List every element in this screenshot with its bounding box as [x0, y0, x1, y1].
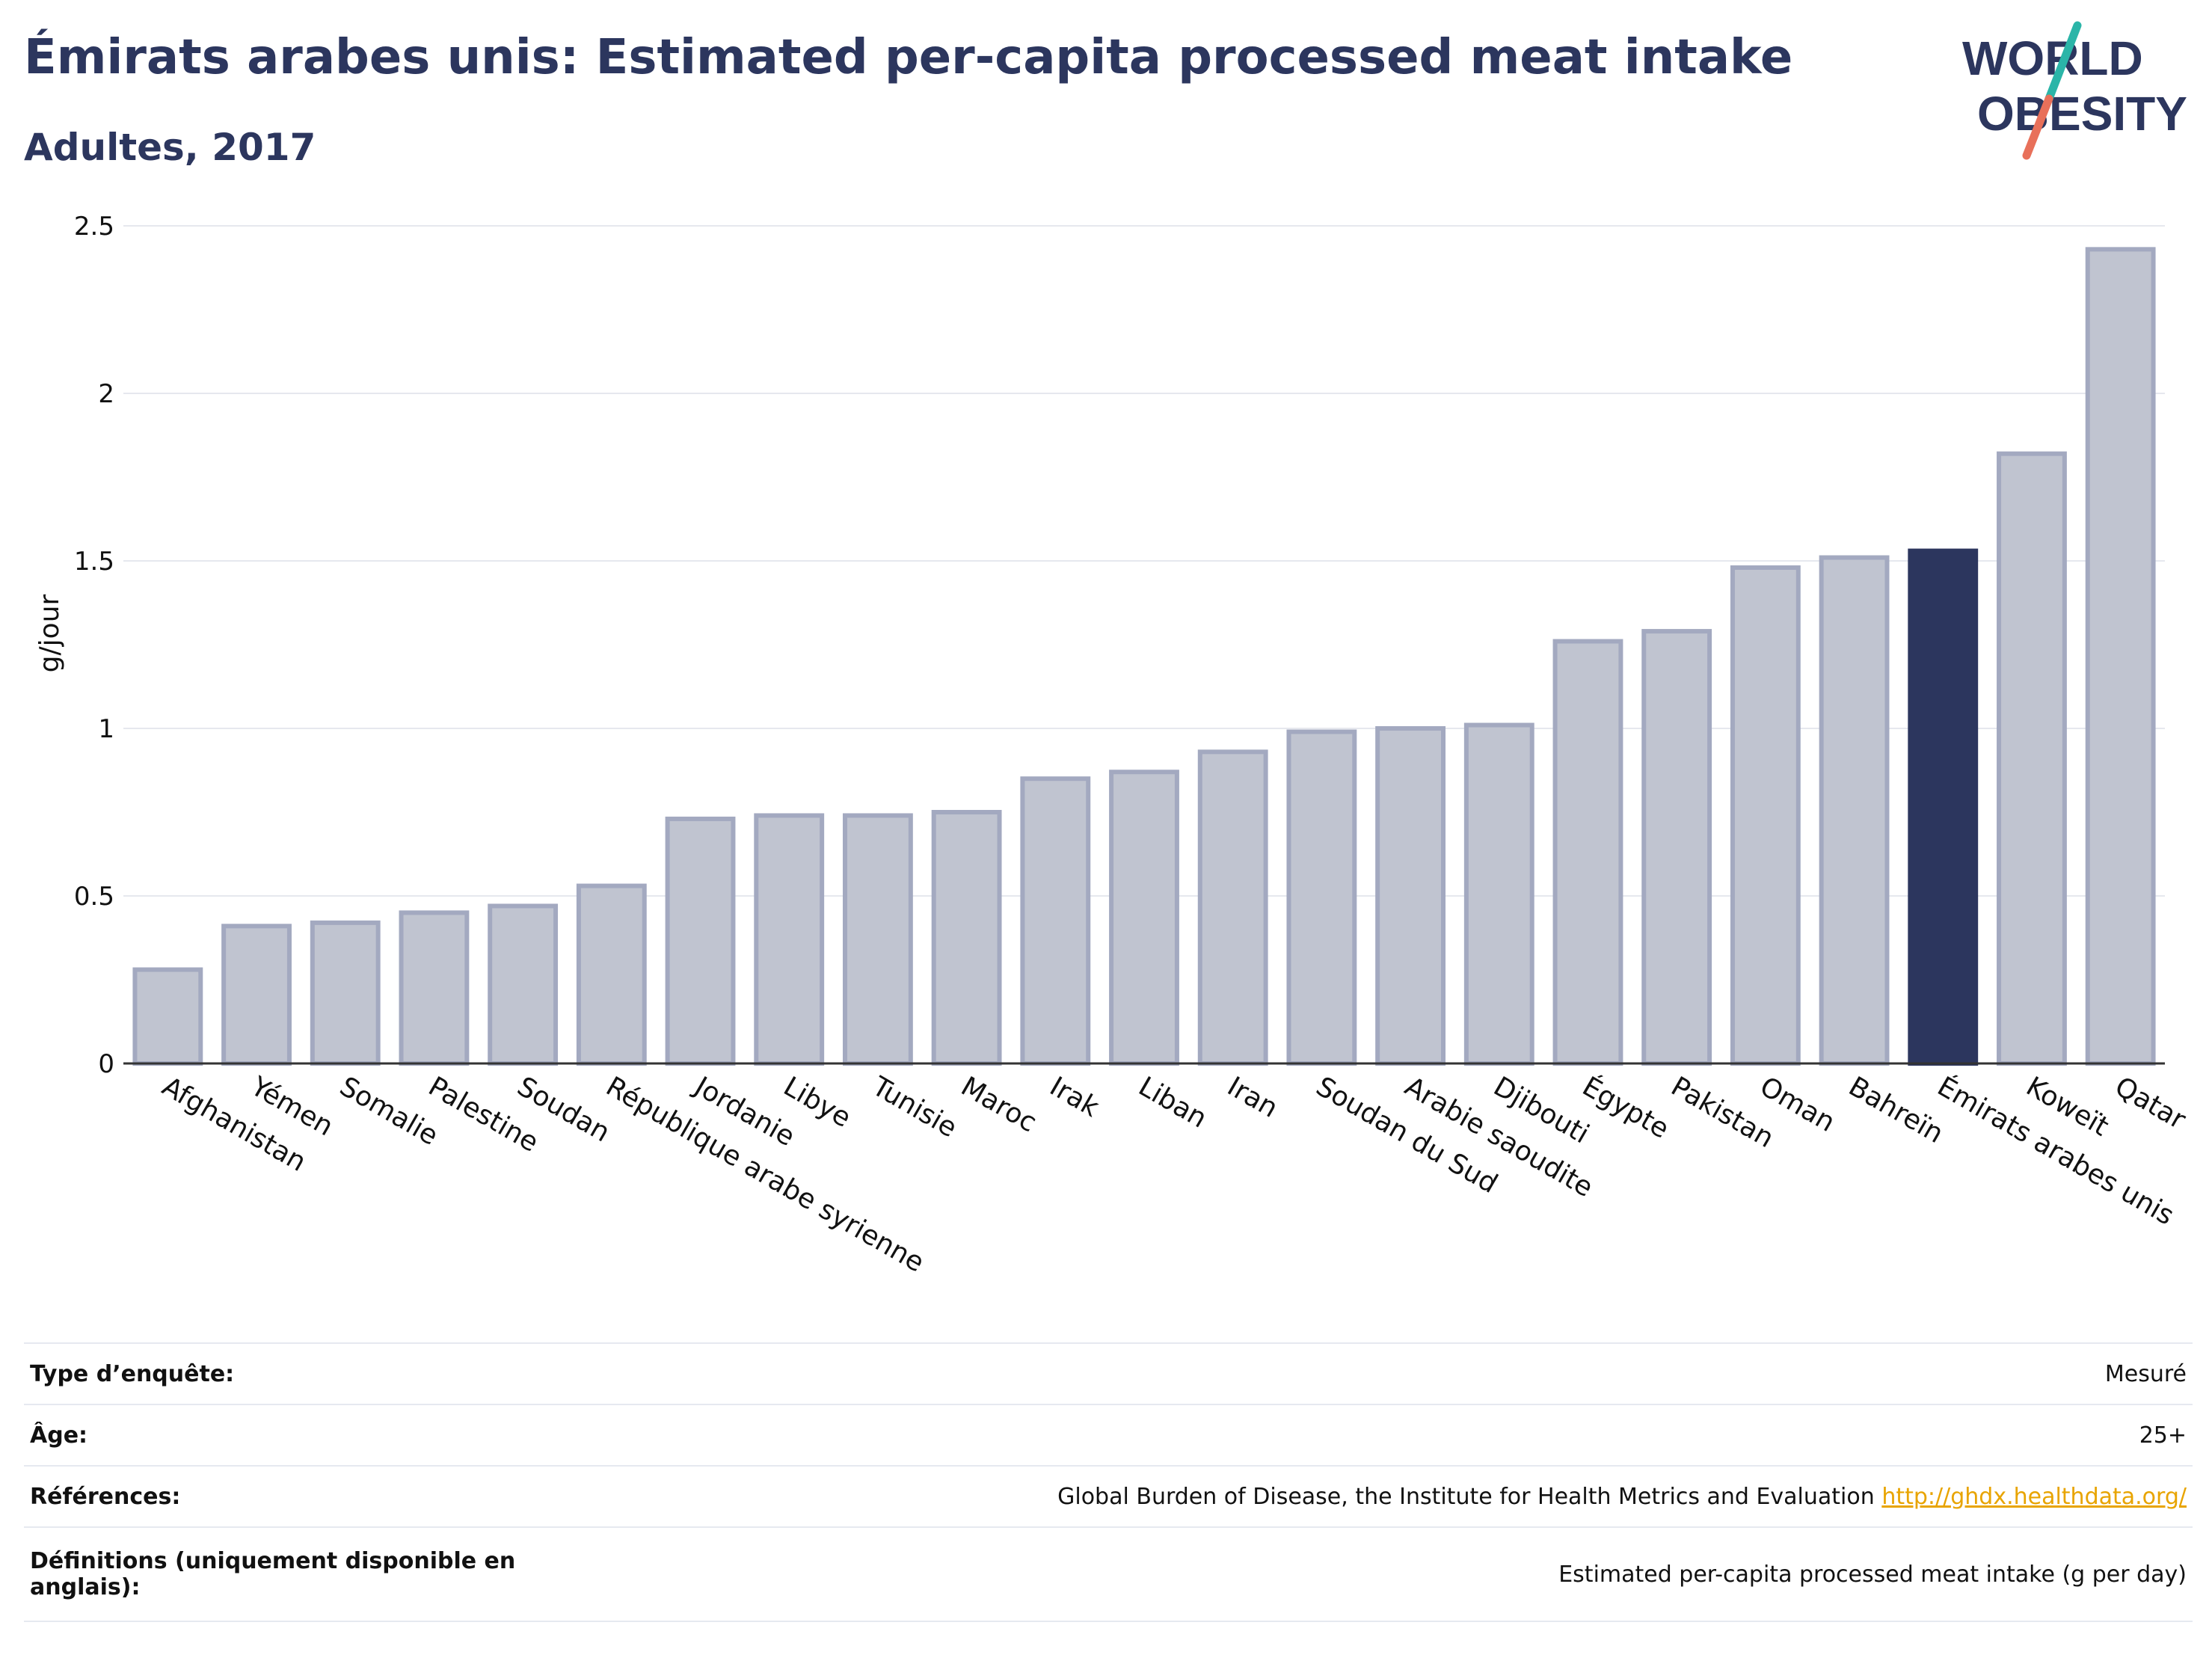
bar: [488, 903, 559, 1066]
info-value: Mesuré: [529, 1342, 2193, 1405]
chart-title: Émirats arabes unis: Estimated per-capit…: [24, 30, 1793, 85]
y-tick-label: 0.5: [74, 882, 114, 912]
bar: [1020, 776, 1091, 1066]
bar: [399, 910, 470, 1066]
x-tick-label: Qatar: [2110, 1071, 2190, 1135]
reference-link[interactable]: http://ghdx.healthdata.org/: [1881, 1483, 2187, 1510]
bar-chart: 00.511.522.5AfghanistanYémenSomaliePales…: [34, 212, 2191, 1279]
x-tick-label: Maroc: [956, 1071, 1042, 1138]
x-tick-label: Bahreïn: [1843, 1071, 1948, 1149]
x-tick-label: Tunisie: [867, 1071, 962, 1144]
y-tick-label: 2.5: [74, 212, 114, 242]
chart-subtitle: Adultes, 2017: [24, 126, 316, 169]
info-label: Âge:: [24, 1404, 529, 1467]
bar: [1997, 451, 2067, 1066]
logo-text-obesity: OBESITY: [1977, 87, 2187, 141]
bar: [310, 920, 381, 1066]
info-label: Type d’enquête:: [24, 1342, 529, 1405]
y-tick-label: 1.5: [74, 547, 114, 577]
bar: [754, 813, 825, 1066]
bar-highlighted: [1908, 548, 1979, 1066]
y-tick-label: 2: [98, 379, 114, 409]
info-label: Définitions (uniquement disponible en an…: [24, 1526, 529, 1622]
reference-text: Global Burden of Disease, the Institute …: [1057, 1483, 1875, 1510]
info-label: Références:: [24, 1465, 529, 1528]
bar: [1109, 770, 1179, 1066]
y-tick-label: 1: [98, 714, 114, 744]
bar: [1197, 749, 1268, 1066]
bar: [665, 816, 736, 1066]
y-axis-title: g/jour: [34, 594, 65, 672]
x-tick-label: Somalie: [334, 1071, 443, 1152]
info-row-survey-type: Type d’enquête: Mesuré: [24, 1342, 2193, 1405]
world-obesity-logo: WORLD OBESITY: [1962, 21, 2187, 160]
bar: [1730, 565, 1801, 1066]
bar: [842, 813, 913, 1066]
info-value-references: Global Burden of Disease, the Institute …: [529, 1465, 2193, 1528]
bar: [931, 810, 1002, 1066]
info-value: Estimated per-capita processed meat inta…: [529, 1526, 2193, 1622]
bar: [1286, 729, 1357, 1066]
bar: [576, 883, 647, 1066]
info-row-age: Âge: 25+: [24, 1404, 2193, 1467]
bar: [1463, 722, 1534, 1066]
x-tick-label: Iran: [1222, 1071, 1282, 1124]
logo-text-world: WORLD: [1962, 31, 2143, 85]
bars: [132, 247, 2156, 1066]
x-tick-label: Pakistan: [1666, 1071, 1779, 1154]
bar: [221, 924, 292, 1066]
y-tick-label: 0: [98, 1049, 114, 1079]
bar: [2085, 247, 2156, 1066]
bar: [1819, 555, 1890, 1066]
logo-slash-bottom: [2022, 94, 2053, 160]
info-row-definitions: Définitions (uniquement disponible en an…: [24, 1526, 2193, 1622]
x-tick-label: Égypte: [1577, 1070, 1674, 1144]
bar: [132, 967, 203, 1066]
bar: [1641, 629, 1712, 1066]
x-tick-label: Irak: [1045, 1071, 1105, 1123]
bar: [1552, 639, 1623, 1066]
info-table: Type d’enquête: Mesuré Âge: 25+ Référenc…: [24, 1342, 2193, 1622]
bar: [1375, 726, 1446, 1066]
info-row-references: Références: Global Burden of Disease, th…: [24, 1465, 2193, 1528]
logo-slash-top: [2044, 21, 2082, 103]
info-value: 25+: [529, 1404, 2193, 1467]
x-tick-label: Liban: [1134, 1071, 1212, 1134]
